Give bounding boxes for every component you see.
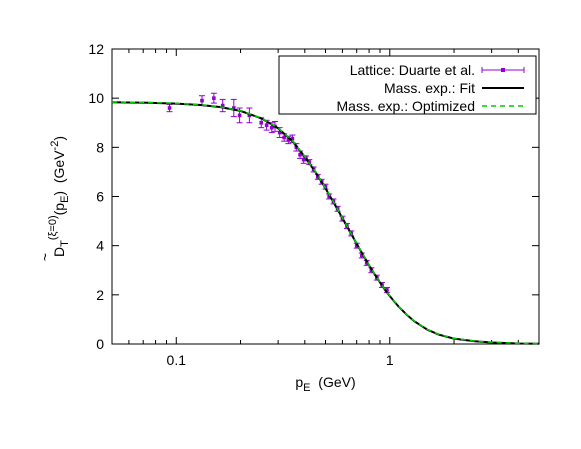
y-axis-label-arg-close: ) (51, 191, 67, 196)
lattice-point (298, 152, 302, 157)
y-axis-label-group: DT(ξ=0)(pE) (GeV-2) ~ (37, 136, 71, 261)
lattice-point (360, 253, 364, 258)
legend-entry-optimized-label: Mass. exp.: Optimized (337, 98, 476, 114)
y-axis-label-arg-open: (p (51, 203, 67, 216)
legend-entry-fit-label: Mass. exp.: Fit (384, 80, 475, 96)
x-tick-label: 0.1 (167, 352, 187, 368)
y-axis-label-sup: (ξ=0) (47, 215, 59, 240)
fit-line (111, 101, 540, 345)
x-axis-label-main: p (295, 374, 303, 390)
lattice-point (259, 120, 264, 125)
lattice-point (264, 123, 269, 128)
y-axis-label: DT(ξ=0)(pE) (GeV-2) (47, 136, 71, 257)
y-axis-label-unit-close: ) (51, 136, 67, 141)
y-axis-label-sub: T (59, 240, 71, 247)
y-axis-label-arg-sub: E (59, 196, 71, 203)
lattice-point (247, 113, 252, 118)
y-tick-label: 10 (88, 90, 104, 106)
y-axis-label-main: D (51, 247, 67, 257)
lattice-point (277, 130, 282, 135)
y-tick-label: 6 (96, 189, 104, 205)
lattice-point (200, 98, 204, 103)
lattice-point (220, 103, 225, 108)
lattice-point (286, 138, 291, 142)
y-tick-label: 12 (88, 41, 104, 57)
y-tick-label: 4 (96, 238, 104, 254)
y-tick-label: 0 (96, 336, 104, 352)
lattice-point (301, 157, 306, 162)
legend-entry-lattice-marker (501, 68, 505, 72)
y-tick-label: 2 (96, 287, 104, 303)
axis-ticks: 0 2 4 6 8 10 12 0.1 1 (88, 41, 539, 368)
x-tick-label: 1 (386, 352, 394, 368)
legend-box (278, 55, 537, 115)
legend-entry-lattice-label: Lattice: Duarte et al. (350, 62, 475, 78)
x-axis-label-sub: E (303, 382, 310, 394)
lattice-point (232, 106, 236, 110)
lattice-point (282, 135, 286, 140)
y-axis-label-unit-open: (GeV (51, 150, 67, 191)
y-tick-label: 8 (96, 139, 104, 155)
series-layer (111, 92, 540, 345)
x-axis-label-unit: (GeV) (311, 374, 356, 390)
x-axis-label: pE (GeV) (295, 374, 355, 394)
lattice-point (385, 288, 389, 292)
lattice-point (167, 106, 172, 110)
y-axis-label-unit-sup: -2 (49, 141, 61, 151)
optimized-line (111, 101, 540, 345)
lattice-point (212, 96, 216, 100)
y-axis-label-tilde: ~ (37, 253, 53, 261)
lattice-point (269, 125, 274, 130)
lattice-point (290, 136, 295, 141)
legend: Lattice: Duarte et al. Mass. exp.: Fit Mas… (278, 55, 537, 115)
lattice-point (237, 113, 242, 118)
